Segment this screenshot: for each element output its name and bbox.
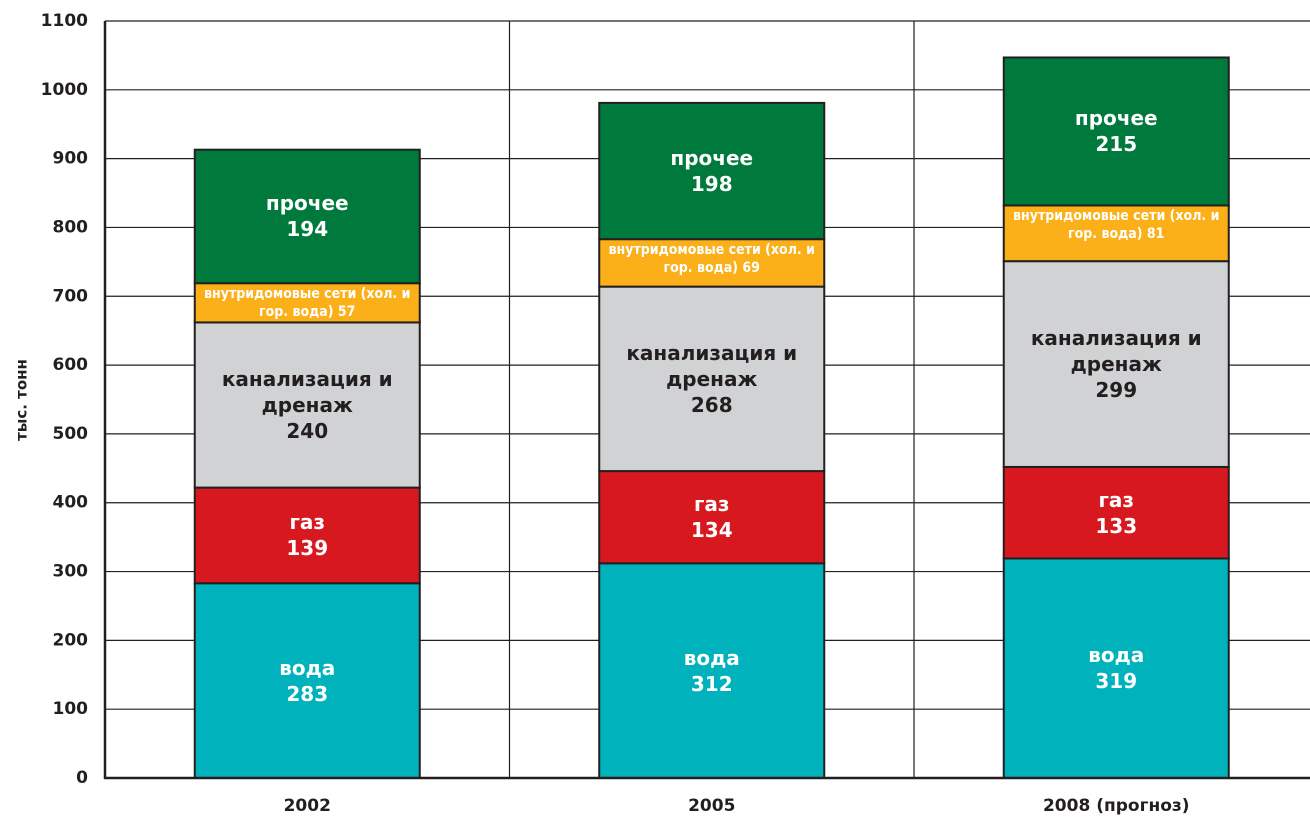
y-tick-label: 100 xyxy=(53,699,89,719)
segment-label-box: внутридомовые сети (хол. и гор. вода) 57 xyxy=(195,283,420,322)
bar-segment xyxy=(193,582,421,780)
segment-name: прочее xyxy=(1074,106,1158,131)
bar-segment xyxy=(1002,260,1230,468)
y-tick-label: 0 xyxy=(76,768,88,788)
segment-name: канализация и дренаж xyxy=(1030,326,1202,377)
segment-label: прочее 215 xyxy=(1004,57,1229,205)
segment-label: прочее 194 xyxy=(195,150,420,284)
segment-value: 215 xyxy=(1095,132,1138,157)
segment-label: вода 312 xyxy=(599,563,824,778)
segment-value: 134 xyxy=(690,518,733,543)
segment-name: внутридомовые сети (хол. и гор. вода) xyxy=(204,286,411,320)
segment-name: канализация и дренаж xyxy=(626,340,798,391)
y-axis-label: тыс. тонн xyxy=(13,359,31,441)
segment-name: прочее xyxy=(670,146,754,171)
y-tick-label: 700 xyxy=(53,286,89,306)
segment-value: 133 xyxy=(1095,513,1138,538)
bar-segment xyxy=(1002,56,1230,207)
y-tick-label: 900 xyxy=(53,149,89,169)
segment-value: 319 xyxy=(1095,669,1138,694)
segment-label: канализация и дренаж 299 xyxy=(1004,261,1229,467)
x-tick-label: 2008 (прогноз) xyxy=(1043,796,1190,816)
segment-name: газ xyxy=(289,510,326,535)
x-tick-label: 2005 xyxy=(688,796,735,816)
bar-segment xyxy=(598,101,826,241)
segment-label-box: внутридомовые сети (хол. и гор. вода) 69 xyxy=(599,239,824,286)
segment-name: вода xyxy=(1088,643,1145,668)
y-tick-label: 200 xyxy=(53,630,89,650)
segment-label: газ 134 xyxy=(599,471,824,563)
y-tick-label: 1100 xyxy=(41,11,88,31)
segment-value: 312 xyxy=(690,671,733,696)
segment-name: газ xyxy=(693,492,730,517)
y-tick-label: 400 xyxy=(53,493,89,513)
segment-name: внутридомовые сети (хол. и гор. вода) xyxy=(608,242,815,276)
bar-segment xyxy=(193,282,421,324)
segment-label: газ 139 xyxy=(195,488,420,584)
segment-label: внутридомовые сети (хол. и гор. вода) 81 xyxy=(1004,205,1229,261)
segment-name: газ xyxy=(1098,487,1135,512)
bar-segment xyxy=(598,470,826,565)
segment-value: 69 xyxy=(742,259,760,276)
segment-value: 299 xyxy=(1095,378,1138,403)
y-tick-label: 500 xyxy=(53,424,89,444)
segment-name: вода xyxy=(279,655,336,680)
segment-value: 198 xyxy=(690,172,733,197)
bar-segment xyxy=(1002,557,1230,779)
segment-label: вода 283 xyxy=(195,583,420,778)
segment-name: канализация и дренаж xyxy=(221,367,393,417)
bar-segment xyxy=(1002,465,1230,560)
segment-value: 139 xyxy=(286,536,329,561)
segment-label: канализация и дренаж 240 xyxy=(195,322,420,487)
segment-label: прочее 198 xyxy=(599,103,824,239)
segment-name: прочее xyxy=(265,191,349,216)
segment-label: внутридомовые сети (хол. и гор. вода) 57 xyxy=(195,283,420,322)
segment-value: 81 xyxy=(1146,225,1165,242)
segment-value: 240 xyxy=(286,419,329,443)
y-tick-label: 1000 xyxy=(41,80,88,100)
segment-value: 194 xyxy=(286,217,329,242)
y-tick-label: 300 xyxy=(53,562,89,582)
bar-segment xyxy=(598,238,826,288)
bar-segment xyxy=(598,285,826,473)
segment-label: вода 319 xyxy=(1004,558,1229,778)
segment-name: вода xyxy=(683,645,740,670)
bar-segment xyxy=(193,321,421,489)
segment-value: 57 xyxy=(337,303,356,320)
segment-value: 283 xyxy=(286,681,329,706)
y-tick-label: 600 xyxy=(53,355,89,375)
segment-label: внутридомовые сети (хол. и гор. вода) 69 xyxy=(599,239,824,286)
bar-segment xyxy=(1002,204,1230,263)
segment-label-box: внутридомовые сети (хол. и гор. вода) 81 xyxy=(1004,205,1229,261)
segment-value: 268 xyxy=(690,392,733,417)
bar-segment xyxy=(193,486,421,585)
x-tick-label: 2002 xyxy=(284,796,331,816)
bar-segment xyxy=(193,148,421,285)
bar-segment xyxy=(598,562,826,780)
segment-label: канализация и дренаж 268 xyxy=(599,287,824,471)
y-tick-label: 800 xyxy=(53,217,89,237)
segment-label: газ 133 xyxy=(1004,467,1229,559)
segment-name: внутридомовые сети (хол. и гор. вода) xyxy=(1013,208,1220,242)
